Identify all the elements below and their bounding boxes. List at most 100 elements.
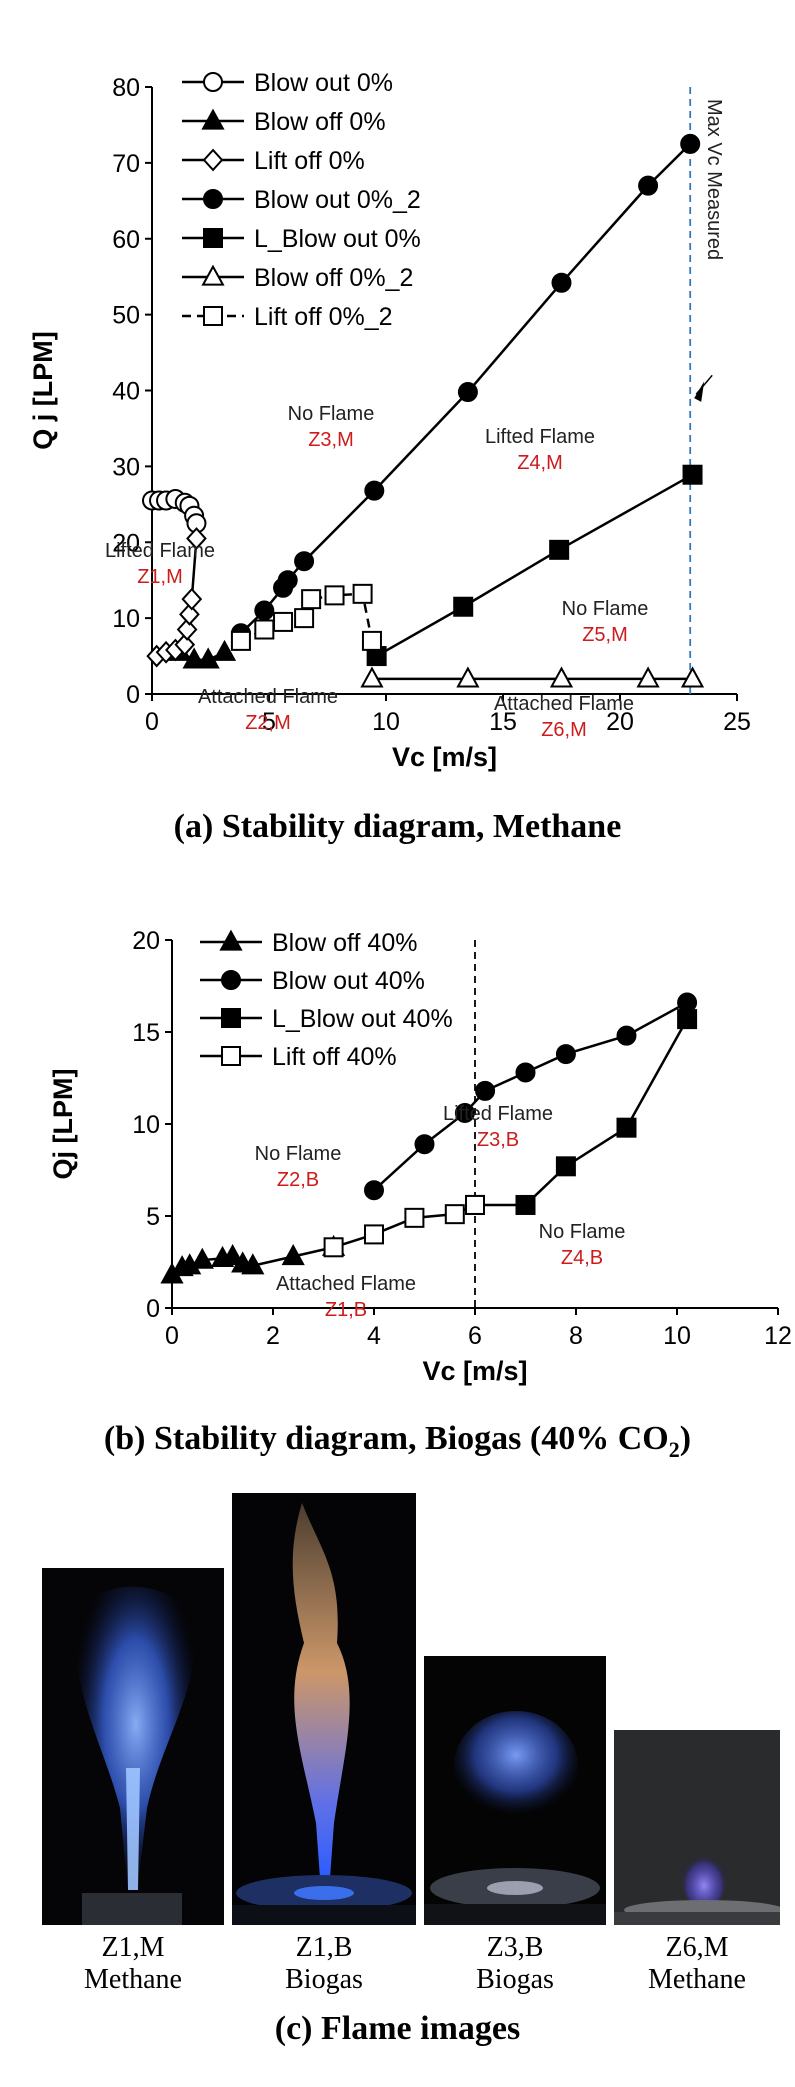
zone-label: No Flame [539,1221,626,1243]
data-point [212,639,237,661]
y-tick-label: 20 [112,529,140,557]
x-tick-label: 2 [266,1322,280,1350]
zone-code: Z4,M [517,452,563,474]
y-tick-label: 70 [112,150,140,178]
zone-label: No Flame [255,1143,342,1165]
y-axis-label: Qj [LPM] [48,1069,78,1180]
photo-fuel: Methane [84,1964,182,1995]
photo-code: Z1,B [295,1932,353,1963]
data-point [444,1204,465,1225]
flame-photo-z1m [42,1568,224,1925]
zone-label: Lifted Flame [443,1103,553,1125]
zone-code: Z2,B [277,1169,319,1191]
data-point [515,1062,536,1083]
plot-area: 0 5 10 15 20 25 0 10 20 30 40 50 60 70 80 Vc [m/s] Q j [… [28,74,751,772]
caption-c: (c) Flame images [274,2010,521,2047]
caption-b-end: ) [679,1420,692,1457]
photo-label-4: Z6,M Methane [614,1932,780,1996]
flame-photo-z3b [424,1656,606,1925]
data-point [551,272,572,293]
y-tick-label: 0 [126,681,140,709]
zone-label: Attached Flame [494,693,634,715]
photo-label-2: Z1,B Biogas [232,1932,416,1996]
x-tick-label: 12 [764,1322,792,1350]
x-tick-label: 0 [165,1322,179,1350]
zone-label: Attached Flame [276,1273,416,1295]
legend-label: L_Blow out 0% [254,225,421,253]
photo-code: Z3,B [486,1932,544,1963]
y-tick-label: 20 [132,927,160,955]
data-point [549,539,570,560]
data-point [549,666,574,688]
data-point [364,1224,384,1245]
legend: Blow out 0% Blow off 0% Lift off 0% Blow ou… [182,69,421,331]
y-tick-label: 10 [112,605,140,633]
data-point [190,1247,214,1269]
data-point [179,602,200,626]
x-tick-label: 6 [468,1322,482,1350]
data-point [361,630,382,651]
data-point [680,133,701,154]
legend-label: Blow off 0% [254,108,386,136]
series-2 [465,1009,698,1215]
data-point [323,1237,344,1258]
data-point [254,600,275,621]
data-point [273,611,294,632]
y-tick-label: 30 [112,453,140,481]
data-point [360,666,384,688]
y-tick-label: 50 [112,302,140,330]
x-tick-label: 8 [569,1322,583,1350]
x-tick-label: 0 [145,708,159,736]
x-tick-label: 10 [372,708,400,736]
x-tick-label: 20 [606,708,634,736]
photo-code: Z1,M [101,1932,165,1963]
reference-arrow-head [694,381,705,402]
legend-marker [203,228,223,248]
data-point [555,1044,576,1065]
y-axis-label: Q j [LPM] [28,331,58,449]
photo-label-1: Z1,M Methane [42,1932,224,1996]
series-3 [230,133,701,644]
y-tick-label: 0 [146,1295,160,1323]
caption-a: (a) Stability diagram, Methane [173,808,622,845]
series-1 [364,992,698,1201]
legend-label: Blow out 40% [272,967,425,995]
data-point [453,596,474,617]
y-tick-label: 80 [112,74,140,102]
x-tick-label: 10 [663,1322,691,1350]
data-point [465,1194,485,1215]
zone-code: Z3,B [477,1129,519,1151]
data-point [221,1244,245,1266]
data-point [364,480,385,501]
legend-label: L_Blow out 40% [272,1005,453,1033]
flame-photo-z6m [614,1730,780,1925]
data-point [294,551,315,572]
legend-marker [203,189,223,209]
legend: Blow off 40% Blow out 40% L_Blow out 40% Li… [200,929,453,1071]
legend-marker [203,72,223,92]
x-axis-label: Vc [m/s] [422,1356,527,1386]
series-0 [142,489,207,534]
x-axis-label: Vc [m/s] [392,742,497,772]
caption-b-subscript: 2 [668,1436,680,1462]
flame-photo-z1b [232,1493,416,1925]
series-line [240,143,692,635]
data-point [515,1194,536,1215]
data-point [174,633,196,657]
zone-label: Lifted Flame [105,540,215,562]
y-tick-label: 15 [132,1019,160,1047]
data-point [196,647,220,669]
caption-b-text: (b) Stability diagram, Biogas (40% CO [103,1420,669,1457]
legend-marker [219,929,243,951]
data-point [404,1207,425,1228]
photo-code: Z6,M [665,1932,729,1963]
x-tick-label: 15 [489,708,517,736]
series-2 [146,527,207,668]
legend-label: Blow off 40% [272,929,417,957]
data-point [555,1156,576,1177]
zone-label: Lifted Flame [485,426,595,448]
series-3 [323,1194,485,1258]
data-point [414,1134,435,1155]
data-point [475,1080,496,1101]
y-tick-label: 60 [112,226,140,254]
